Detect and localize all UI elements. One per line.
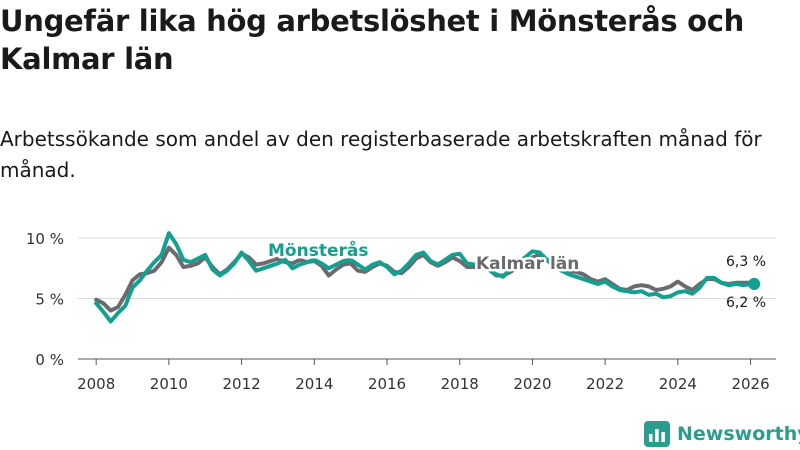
x-tick-label: 2018: [441, 375, 479, 393]
x-tick-label: 2022: [586, 375, 624, 393]
x-tick-label: 2014: [295, 375, 333, 393]
chart-subtitle: Arbetssökande som andel av den registerb…: [0, 127, 762, 182]
series-label-kalmar: Kalmar län: [476, 254, 579, 274]
x-tick-label: 2024: [659, 375, 697, 393]
brand-name: Newsworthy: [677, 423, 800, 445]
x-tick-label: 2020: [513, 375, 551, 393]
end-point-monsteras: [748, 277, 761, 290]
x-tick-label: 2012: [223, 375, 261, 393]
series-label-monsteras-halo: Mönsterås: [268, 239, 368, 261]
y-tick-label: 10 %: [26, 230, 64, 248]
series-line-monsteras: [94, 231, 757, 324]
y-tick-label: 5 %: [35, 291, 64, 309]
end-label-kalmar: 6,3 %: [726, 254, 766, 270]
end-label-monsteras: 6,2 %: [726, 295, 766, 311]
x-tick-label: 2008: [77, 375, 115, 393]
newsworthy-brand[interactable]: Newsworthy: [644, 419, 800, 449]
x-tick-label: 2016: [368, 375, 406, 393]
series-label-monsteras: Mönsterås: [268, 239, 368, 261]
y-tick-label: 0 %: [35, 351, 64, 369]
x-tick-label: 2010: [150, 375, 188, 393]
x-tick-label: 2026: [731, 375, 769, 393]
chart-title: Ungefär lika hög arbetslöshet i Mönsterå…: [0, 4, 745, 76]
series-label-kalmar-halo: Kalmar län: [476, 254, 579, 274]
newsworthy-logo-icon: [644, 421, 670, 447]
